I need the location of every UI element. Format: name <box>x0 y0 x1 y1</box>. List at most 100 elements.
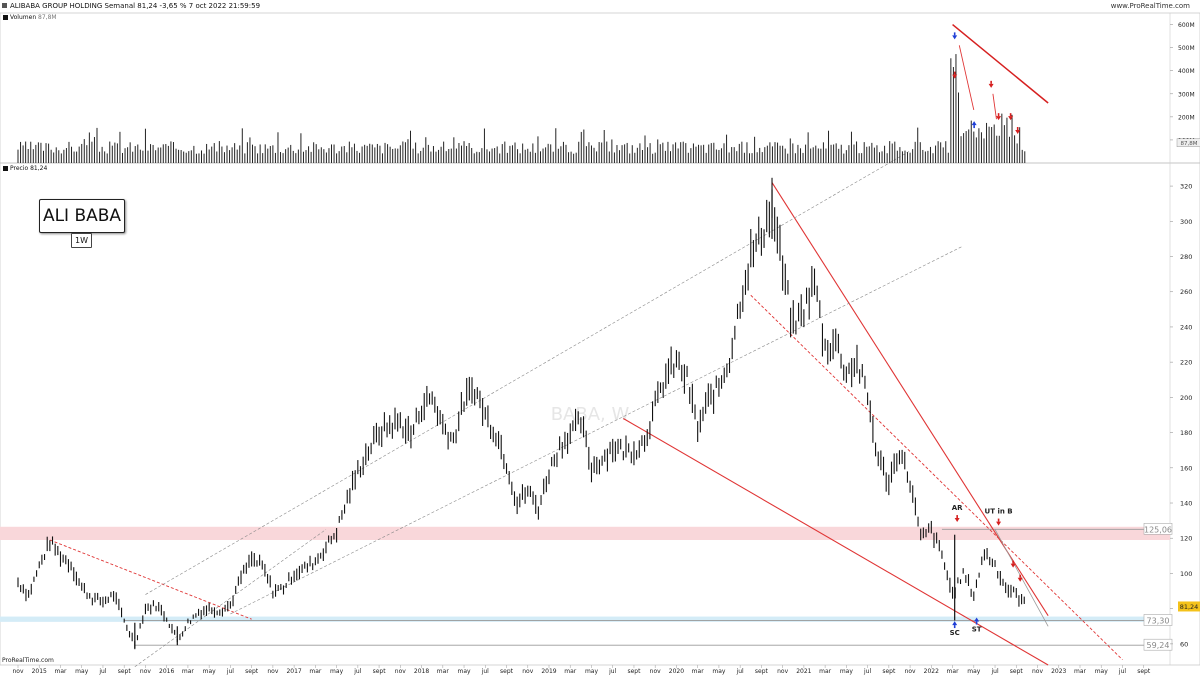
volume-trendline-small <box>958 45 975 111</box>
trendline <box>145 150 911 595</box>
x-tick-label: jul <box>608 668 616 675</box>
down-arrow-stem <box>1012 560 1014 564</box>
level-label-box <box>1143 638 1173 651</box>
x-tick-label: nov <box>905 668 916 675</box>
x-tick-label: sept <box>1010 668 1024 675</box>
level-label: 73,30 <box>1147 616 1170 625</box>
x-tick-label: jul <box>481 668 489 675</box>
down-arrow-icon <box>954 518 960 523</box>
app-logo-icon <box>2 3 7 8</box>
level-label-box <box>1143 614 1173 626</box>
y-tick-label: 60 <box>1180 640 1188 648</box>
x-tick-label: jul <box>98 668 106 675</box>
volume-up-arrow-icon <box>971 121 977 126</box>
price-bars <box>17 177 1025 650</box>
volume-trendline <box>952 23 1049 104</box>
x-tick-label: 2019 <box>541 668 556 675</box>
down-arrow-stem <box>997 518 1000 522</box>
x-tick-label: mar <box>182 668 195 675</box>
volume-bars <box>17 54 1026 163</box>
x-tick-label: jul <box>353 668 361 675</box>
trendline <box>771 182 1049 616</box>
x-tick-label: 2017 <box>286 668 301 675</box>
x-tick-label: may <box>203 668 217 675</box>
volume-trendline-small <box>992 93 997 120</box>
trendline <box>623 418 1049 666</box>
x-tick-label: may <box>840 668 854 675</box>
chart-title: ALIBABA GROUP HOLDING Semanal 81,24 -3,6… <box>10 2 261 10</box>
volume-arrow-stem <box>953 32 956 36</box>
x-tick-label: jul <box>226 668 234 675</box>
y-tick-label: 260 <box>1180 288 1192 296</box>
volume-current-tag <box>1176 138 1200 147</box>
x-tick-label: mar <box>437 668 450 675</box>
down-arrow-stem <box>1019 574 1021 578</box>
down-arrow-icon <box>1010 563 1016 568</box>
x-tick-label: jul <box>990 668 998 675</box>
resistance-zone <box>0 526 1170 540</box>
x-tick-label: sept <box>373 668 387 675</box>
chart-watermark: BABA, W <box>551 404 630 425</box>
volume-y-tick-label: 500M <box>1178 45 1195 52</box>
level-label: 125,06 <box>1144 525 1172 534</box>
current-price-label: 81,24 <box>1180 603 1199 611</box>
level-label: 59,24 <box>1147 641 1170 650</box>
x-tick-label: jul <box>736 668 744 675</box>
trendline <box>134 529 327 668</box>
price-panel-label: Precio 81,24 <box>3 165 47 173</box>
y-tick-label: 160 <box>1180 464 1192 472</box>
current-price-tag <box>1178 601 1200 612</box>
x-tick-label: sept <box>627 668 641 675</box>
timeframe-badge[interactable]: 1W <box>71 233 92 248</box>
y-tick-label: 300 <box>1180 218 1192 226</box>
volume-current: 87,8M <box>38 14 57 21</box>
x-tick-label: may <box>967 668 981 675</box>
volume-arrow-stem <box>1009 113 1012 117</box>
volume-arrow-stem <box>953 71 956 75</box>
x-tick-label: may <box>712 668 726 675</box>
footer-brand: ProRealTime.com <box>2 657 54 664</box>
x-tick-label: mar <box>947 668 960 675</box>
annotation-label: UT in B <box>985 508 1013 516</box>
volume-arrow-stem <box>1016 127 1019 130</box>
down-arrow-stem <box>956 515 958 519</box>
x-tick-label: mar <box>692 668 705 675</box>
x-tick-label: 2023 <box>1051 668 1066 675</box>
y-tick-label: 180 <box>1180 429 1192 437</box>
y-tick-label: 100 <box>1180 570 1192 578</box>
x-tick-label: nov <box>777 668 788 675</box>
up-arrow-icon <box>952 621 958 626</box>
y-tick-label: 280 <box>1180 253 1192 261</box>
x-tick-label: mar <box>1074 668 1087 675</box>
x-tick-label: nov <box>395 668 406 675</box>
trendline <box>49 539 252 620</box>
x-tick-label: 2020 <box>669 668 684 675</box>
x-tick-label: may <box>1095 668 1109 675</box>
x-tick-label: may <box>585 668 599 675</box>
y-tick-label: 120 <box>1180 535 1192 543</box>
y-tick-label: 140 <box>1180 500 1192 508</box>
x-tick-label: mar <box>54 668 67 675</box>
down-arrow-icon <box>1017 577 1023 582</box>
volume-y-tick-label: 400M <box>1178 68 1195 75</box>
down-arrow-icon <box>996 521 1002 526</box>
price-square-icon <box>3 166 8 171</box>
up-arrow-icon <box>974 617 980 622</box>
x-tick-label: sept <box>500 668 514 675</box>
x-tick-label: sept <box>118 668 132 675</box>
site-link[interactable]: www.ProRealTime.com <box>1110 2 1190 10</box>
x-tick-label: 2016 <box>159 668 174 675</box>
up-arrow-stem <box>953 625 956 629</box>
x-tick-label: 2015 <box>32 668 47 675</box>
volume-panel-label: Volumen 87,8M <box>3 14 57 22</box>
annotation-label: ST <box>972 626 982 634</box>
volume-down-arrow-icon <box>988 83 994 88</box>
price-label: Precio 81,24 <box>10 165 48 172</box>
volume-label: Volumen <box>10 14 37 21</box>
trendline <box>750 294 1123 661</box>
ticker-badge: ALI BABA <box>39 199 125 233</box>
x-tick-label: nov <box>650 668 661 675</box>
x-tick-label: nov <box>140 668 151 675</box>
price-panel-frame <box>0 162 1200 666</box>
